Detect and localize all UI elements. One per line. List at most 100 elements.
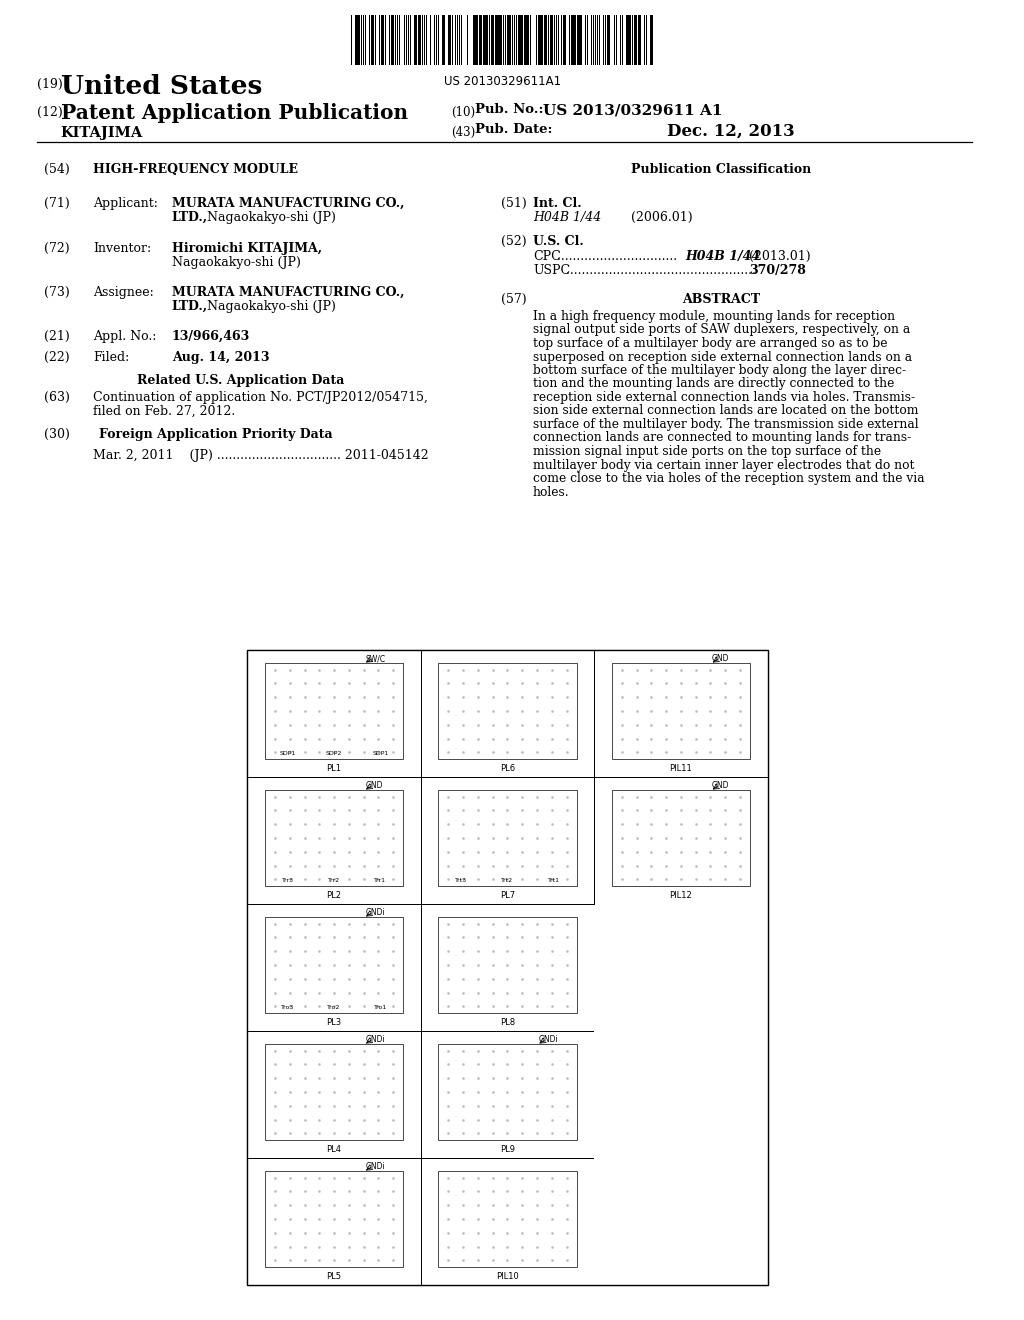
Bar	[490, 15, 493, 65]
Bar	[483, 15, 485, 65]
Text: Pub. No.:: Pub. No.:	[475, 103, 544, 116]
Text: Nagaokakyo-shi (JP): Nagaokakyo-shi (JP)	[203, 211, 336, 224]
Bar	[594, 649, 768, 777]
Bar	[518, 15, 520, 65]
Text: (71): (71)	[44, 197, 70, 210]
Text: Trt1: Trt1	[548, 878, 560, 883]
Text: ABSTRACT: ABSTRACT	[682, 293, 761, 306]
Bar	[264, 663, 403, 759]
Bar	[520, 15, 522, 65]
Bar	[381, 15, 384, 65]
Bar	[594, 777, 768, 904]
Text: (43): (43)	[452, 125, 476, 139]
Bar	[421, 649, 594, 777]
Text: SW/C: SW/C	[366, 653, 385, 663]
Bar	[650, 15, 652, 65]
Text: Tro2: Tro2	[328, 1006, 341, 1010]
Text: (10): (10)	[452, 106, 476, 119]
Text: LTD.,: LTD.,	[172, 211, 208, 224]
Text: bottom surface of the multilayer body along the layer direc-: bottom surface of the multilayer body al…	[534, 364, 906, 378]
Text: PL8: PL8	[500, 1018, 515, 1027]
Text: 370/278: 370/278	[749, 264, 806, 277]
Bar	[391, 15, 392, 65]
Text: US 20130329611A1: US 20130329611A1	[444, 75, 561, 88]
Text: H04B 1/44: H04B 1/44	[685, 249, 760, 263]
Bar	[524, 15, 526, 65]
Text: GND: GND	[712, 781, 730, 789]
Bar	[355, 15, 357, 65]
Text: Nagaokakyo-shi (JP): Nagaokakyo-shi (JP)	[203, 300, 336, 313]
Bar	[550, 15, 552, 65]
Text: SDP1: SDP1	[372, 751, 388, 756]
Text: holes.: holes.	[534, 486, 569, 499]
Text: PIL12: PIL12	[670, 891, 692, 900]
Text: Trt3: Trt3	[456, 878, 467, 883]
Bar	[438, 789, 577, 886]
Text: GND: GND	[712, 653, 730, 663]
Text: PL6: PL6	[500, 764, 515, 774]
Text: PL4: PL4	[327, 1144, 342, 1154]
Text: (21): (21)	[44, 330, 70, 343]
Bar	[509, 15, 511, 65]
Bar	[418, 15, 420, 65]
Bar	[507, 15, 509, 65]
Bar	[563, 15, 566, 65]
Text: (22): (22)	[44, 351, 70, 364]
Text: come close to the via holes of the reception system and the via: come close to the via holes of the recep…	[534, 473, 925, 484]
Text: tion and the mounting lands are directly connected to the: tion and the mounting lands are directly…	[534, 378, 894, 391]
Text: Hiromichi KITAJIMA,: Hiromichi KITAJIMA,	[172, 242, 322, 255]
Bar	[438, 1044, 577, 1140]
Text: Patent Application Publication: Patent Application Publication	[60, 103, 408, 123]
Text: In a high frequency module, mounting lands for reception: In a high frequency module, mounting lan…	[534, 310, 895, 323]
Bar	[628, 15, 631, 65]
Text: connection lands are connected to mounting lands for trans-: connection lands are connected to mounti…	[534, 432, 911, 445]
Text: (63): (63)	[44, 391, 70, 404]
Bar	[573, 15, 577, 65]
Bar	[634, 15, 636, 65]
Text: Foreign Application Priority Data: Foreign Application Priority Data	[99, 428, 333, 441]
Text: Nagaokakyo-shi (JP): Nagaokakyo-shi (JP)	[172, 256, 301, 269]
Text: GNDi: GNDi	[539, 1035, 558, 1044]
Text: GNDi: GNDi	[366, 908, 385, 917]
Text: SDP2: SDP2	[326, 751, 342, 756]
Bar	[248, 649, 421, 777]
Text: PL5: PL5	[327, 1272, 342, 1280]
Text: PL3: PL3	[327, 1018, 342, 1027]
Bar	[499, 15, 501, 65]
Text: Trr3: Trr3	[282, 878, 294, 883]
Bar	[438, 1171, 577, 1267]
Text: GNDi: GNDi	[366, 1162, 385, 1171]
Bar	[248, 1031, 421, 1158]
Text: (2006.01): (2006.01)	[631, 211, 693, 224]
Text: Applicant:: Applicant:	[93, 197, 158, 210]
Bar	[627, 15, 628, 65]
Bar	[421, 1031, 594, 1158]
Text: KITAJIMA: KITAJIMA	[60, 125, 143, 140]
Bar	[438, 663, 577, 759]
Bar	[638, 15, 641, 65]
Text: MURATA MANUFACTURING CO.,: MURATA MANUFACTURING CO.,	[172, 286, 404, 300]
Text: Continuation of application No. PCT/JP2012/054715,: Continuation of application No. PCT/JP20…	[93, 391, 428, 404]
Bar	[611, 789, 751, 886]
Text: ...............................: ...............................	[553, 249, 677, 263]
Text: HIGH-FREQUENCY MODULE: HIGH-FREQUENCY MODULE	[93, 162, 298, 176]
Text: Inventor:: Inventor:	[93, 242, 152, 255]
Bar	[248, 904, 421, 1031]
Text: multilayer body via certain inner layer electrodes that do not: multilayer body via certain inner layer …	[534, 458, 914, 471]
Bar	[264, 916, 403, 1014]
Bar	[538, 15, 540, 65]
Text: Aug. 14, 2013: Aug. 14, 2013	[172, 351, 269, 364]
Text: H04B 1/44: H04B 1/44	[534, 211, 601, 224]
Bar	[447, 15, 450, 65]
Bar	[421, 1158, 594, 1284]
Text: Dec. 12, 2013: Dec. 12, 2013	[668, 123, 796, 140]
Bar	[248, 1158, 421, 1284]
Bar	[248, 649, 768, 1284]
Bar	[526, 15, 529, 65]
Text: PIL10: PIL10	[496, 1272, 519, 1280]
Bar	[497, 15, 499, 65]
Bar	[371, 15, 374, 65]
Text: filed on Feb. 27, 2012.: filed on Feb. 27, 2012.	[93, 405, 236, 418]
Text: (51): (51)	[501, 197, 526, 210]
Text: reception side external connection lands via holes. Transmis-: reception side external connection lands…	[534, 391, 915, 404]
